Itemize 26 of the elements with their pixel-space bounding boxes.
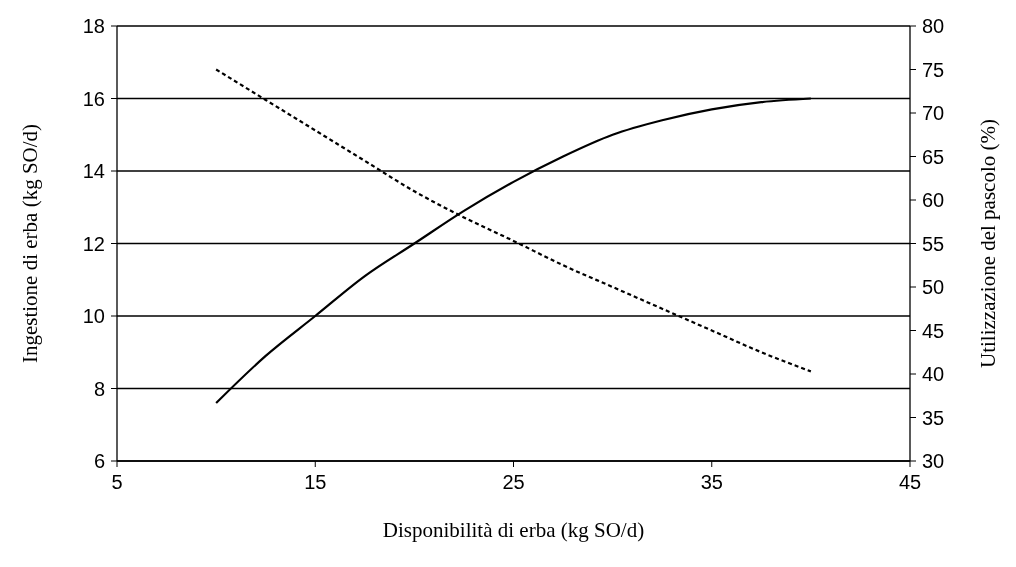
x-tick-label: 15 bbox=[304, 471, 327, 493]
x-axis-title: Disponibilità di erba (kg SO/d) bbox=[382, 518, 645, 542]
y2-tick-label: 65 bbox=[922, 145, 945, 168]
x-tick-label: 25 bbox=[502, 471, 525, 493]
y2-tick-label: 75 bbox=[922, 58, 945, 81]
y2-tick-label: 70 bbox=[922, 102, 945, 124]
y2-tick-label: 40 bbox=[922, 363, 945, 385]
x-tick-label: 45 bbox=[898, 471, 922, 493]
y2-tick-label: 55 bbox=[922, 232, 945, 255]
y2-tick-label: 30 bbox=[922, 450, 945, 472]
y2-tick-label: 60 bbox=[922, 189, 945, 211]
x-tick-label: 35 bbox=[700, 471, 723, 493]
y-tick-label: 12 bbox=[82, 232, 105, 255]
y2-tick-label: 45 bbox=[922, 319, 945, 342]
y2-axis-title: Utilizzazione del pascolo (%) bbox=[976, 119, 1001, 368]
y-tick-label: 8 bbox=[93, 377, 105, 400]
y-tick-label: 14 bbox=[82, 160, 105, 182]
y2-tick-label: 80 bbox=[922, 15, 945, 37]
y-tick-label: 16 bbox=[82, 87, 105, 110]
y-tick-label: 10 bbox=[82, 305, 105, 327]
y2-tick-label: 50 bbox=[922, 276, 945, 298]
x-tick-label: 5 bbox=[111, 471, 123, 493]
y-axis-title: Ingestione di erba (kg SO/d) bbox=[18, 123, 43, 364]
y-tick-label: 6 bbox=[93, 450, 105, 472]
y2-tick-label: 35 bbox=[922, 406, 945, 429]
y-tick-label: 18 bbox=[82, 15, 105, 37]
